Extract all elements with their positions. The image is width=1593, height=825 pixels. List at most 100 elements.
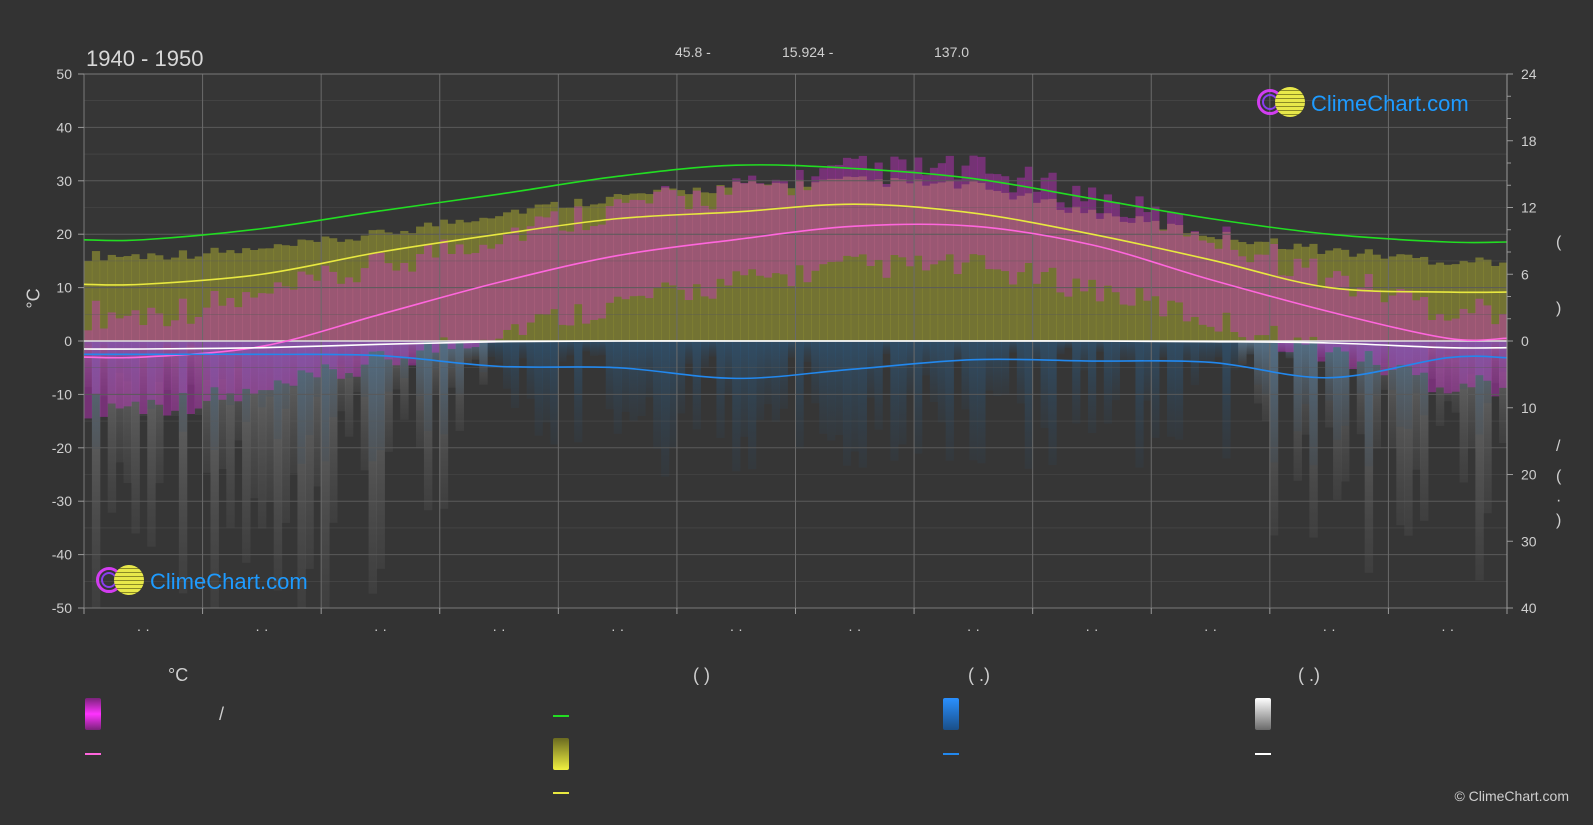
snow-day-bar [1483,341,1492,514]
sunshine-day-bar [1103,213,1113,341]
sunshine-day-bar [716,185,725,341]
sunshine-day-bar [740,183,749,341]
legend-swatch-mean-temp [85,753,101,755]
x-axis-tick-label: · · [1441,621,1454,637]
period-title: 1940 - 1950 [86,46,204,71]
rain-day-bar [479,341,488,373]
temp-range-day-bar [819,168,828,265]
x-axis-tick-label: · · [848,621,861,637]
rain-day-bar [637,341,646,417]
x-axis-tick-label: · · [967,621,980,637]
climechart-logo-icon [1257,87,1305,121]
temp-range-day-bar [281,286,290,384]
snow-day-bar [384,341,393,452]
precipitation-line [84,353,1508,380]
temp-range-day-bar [985,173,994,270]
snow-day-bar [400,341,409,420]
sunshine-day-bar [1206,237,1215,341]
rain-day-bar [597,341,607,356]
legend-swatch-temp-range [85,698,101,730]
snow-day-bar [1380,341,1389,390]
sunshine-day-bar [1238,242,1247,341]
sunshine-day-bar [368,230,377,341]
snow-day-bar [194,341,204,415]
sunshine-day-bar [906,183,915,341]
rain-day-bar [321,341,330,462]
rain-day-bar [1396,341,1405,427]
temp-range-day-bar [1064,207,1073,297]
rain-day-bar [526,341,535,399]
temp-range-day-bar [392,270,401,366]
temp-range-day-bar [321,265,330,365]
temp-range-day-bar [1167,211,1176,301]
temp-range-day-bar [708,209,717,299]
snow-day-bar [202,341,211,473]
right-axis-label-glyph: ) [1556,300,1562,317]
sunshine-day-bar [242,248,251,341]
copyright: © ClimeChart.com [1454,788,1569,804]
rain-day-bar [439,341,448,435]
temp-range-day-bar [1222,226,1231,313]
sunshine-day-bar [1182,233,1192,341]
rain-day-bar [99,341,109,349]
snow-day-bar [408,341,417,364]
temp-range-day-bar [1340,275,1350,352]
rain-day-bar [1064,341,1073,349]
rain-day-bar [447,341,456,369]
rain-day-bar [123,341,132,382]
rain-day-bar [1467,341,1476,375]
sunshine-day-bar [400,230,409,341]
brand-logo-top[interactable]: ClimeChart.com [1257,87,1469,121]
rain-day-bar [218,341,227,380]
rain-day-bar [1119,341,1128,361]
legend-swatch-sunshine-line [553,792,569,794]
temp-range-day-bar [906,170,915,267]
temp-range-day-bar [748,175,757,270]
temp-range-day-bar [84,330,93,419]
temp-range-day-bar [423,244,433,342]
sunshine-day-bar [1301,246,1310,341]
temp-range-day-bar [487,248,496,343]
sunshine-day-bar [376,229,385,341]
temp-range-day-bar [558,230,567,325]
temp-range-day-bar [305,274,314,373]
brand-logo-bottom[interactable]: ClimeChart.com [96,565,308,599]
sunshine-day-bar [384,232,393,341]
sunshine-day-bar [597,203,607,341]
snow-day-bar [257,341,267,529]
sunshine-day-bar [1420,256,1429,341]
sunshine-day-bar [463,222,472,341]
sunshine-day-bar [178,250,188,341]
temp-range-day-bar [929,167,939,265]
left-axis-tick-label: -40 [52,547,72,563]
temp-range-day-bar [1293,258,1302,338]
rain-day-bar [1301,341,1310,405]
sunshine-day-bar [637,193,646,341]
sunshine-day-bar [653,189,662,341]
right-axis-label-glyph: ( [1556,234,1562,251]
rain-day-bar [1340,341,1350,426]
sunshine-day-bar [890,178,899,341]
snow-day-bar [1404,341,1413,536]
temp-range-day-bar [1372,290,1381,365]
rain-day-bar [1024,341,1033,469]
temp-range-day-bar [218,305,227,400]
sunshine-day-bar [502,212,512,341]
temp-range-day-bar [1001,176,1010,272]
left-axis-tick-label: -30 [52,493,72,509]
sunshine-day-bar [724,187,733,341]
sunshine-day-bar [842,176,852,341]
temp-range-day-bar [344,277,354,374]
sunshine-day-bar [1222,231,1231,341]
snow-day-bar [186,341,196,385]
rain-day-bar [1380,341,1389,363]
rain-day-bar [906,341,915,394]
rain-day-bar [392,341,401,362]
temp-range-day-bar [1356,287,1365,362]
rain-day-bar [423,341,433,432]
temp-range-day-bar [360,268,369,365]
sunshine-day-bar [874,179,883,341]
rain-day-bar [495,341,504,363]
temp-range-day-bar [1008,192,1018,285]
rain-day-bar [1246,341,1255,355]
